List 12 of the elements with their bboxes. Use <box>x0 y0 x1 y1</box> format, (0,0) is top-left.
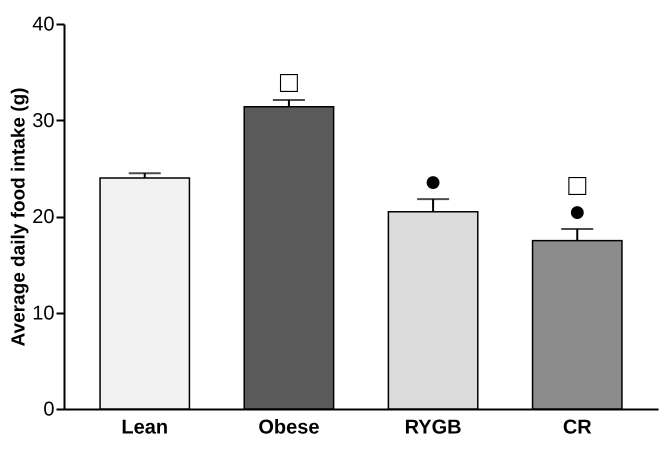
annotation: ● <box>424 165 442 198</box>
annotation: □ <box>280 66 299 100</box>
y-tick-label: 40 <box>32 14 54 36</box>
x-tick-label: Lean <box>121 416 168 438</box>
y-tick-label: 0 <box>43 398 54 420</box>
y-tick-label: 10 <box>32 302 54 324</box>
x-tick-label: Obese <box>258 416 320 438</box>
y-axis-title: Average daily food intake (g) <box>8 87 30 347</box>
y-tick-label: 20 <box>32 206 54 228</box>
x-tick-label: CR <box>562 416 592 438</box>
x-tick-label: RYGB <box>404 416 462 438</box>
y-tick-label: 30 <box>32 110 54 132</box>
